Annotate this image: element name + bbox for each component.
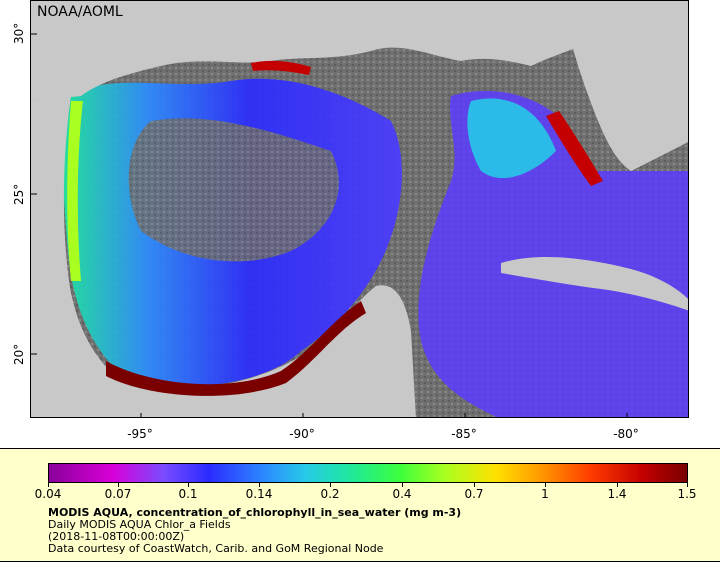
colorbar-tick xyxy=(330,483,331,487)
colorbar-label: 0.2 xyxy=(320,487,340,501)
colorbar-tick xyxy=(687,483,688,487)
colorbar-tick xyxy=(617,483,618,487)
dataset-name: Daily MODIS AQUA Chlor_a Fields xyxy=(48,518,231,531)
colorbar-label: 0.14 xyxy=(245,487,273,501)
colorbar-label: 0.07 xyxy=(104,487,132,501)
colorbar-tick xyxy=(402,483,403,487)
colorbar-label: 0.04 xyxy=(34,487,62,501)
data-time: (2018-11-08T00:00:00Z) xyxy=(48,530,185,543)
legend-panel: 0.04 0.07 0.1 0.14 0.2 0.4 0.7 1 1.4 1.5… xyxy=(0,448,720,562)
data-source: Data courtesy of CoastWatch, Carib. and … xyxy=(48,542,384,555)
yucatan-coastal-high xyxy=(106,301,366,396)
colorbar-label: 0.4 xyxy=(392,487,412,501)
lon-label-80: -80° xyxy=(613,427,639,441)
variable-title: MODIS AQUA, concentration_of_chlorophyll… xyxy=(48,506,462,519)
lon-label-90: -90° xyxy=(289,427,315,441)
louisiana-coastal-high xyxy=(251,60,311,75)
florida-peninsula-land xyxy=(571,1,688,171)
colorbar-tick xyxy=(545,483,546,487)
lon-label-85: -85° xyxy=(451,427,477,441)
map-canvas xyxy=(31,1,688,417)
florida-coastal-high xyxy=(546,111,603,186)
colorbar-tick xyxy=(259,483,260,487)
colorbar-tick xyxy=(188,483,189,487)
colorbar-tick xyxy=(474,483,475,487)
colorbar-tick xyxy=(118,483,119,487)
colorbar-label: 1.4 xyxy=(607,487,627,501)
colorbar-label: 1 xyxy=(541,487,549,501)
colorbar-tick xyxy=(48,483,49,487)
cuba-land xyxy=(501,257,688,311)
texas-coastal-green xyxy=(67,101,83,281)
lat-label-20: 20° xyxy=(12,343,26,365)
lon-label-95: -95° xyxy=(127,427,153,441)
colorbar xyxy=(48,463,688,483)
lat-label-25: 25° xyxy=(12,183,26,205)
map-credit: NOAA/AOML xyxy=(37,4,123,20)
colorbar-label: 0.1 xyxy=(178,487,198,501)
chlorophyll-map: NOAA/AOML xyxy=(30,0,689,418)
lat-label-30: 30° xyxy=(12,22,26,44)
colorbar-label: 1.5 xyxy=(677,487,697,501)
colorbar-label: 0.7 xyxy=(464,487,484,501)
us-gulf-coast-land xyxy=(31,1,591,101)
cloud-patch xyxy=(128,118,339,262)
mexico-land xyxy=(31,96,416,417)
east-cyan-band xyxy=(467,98,556,179)
